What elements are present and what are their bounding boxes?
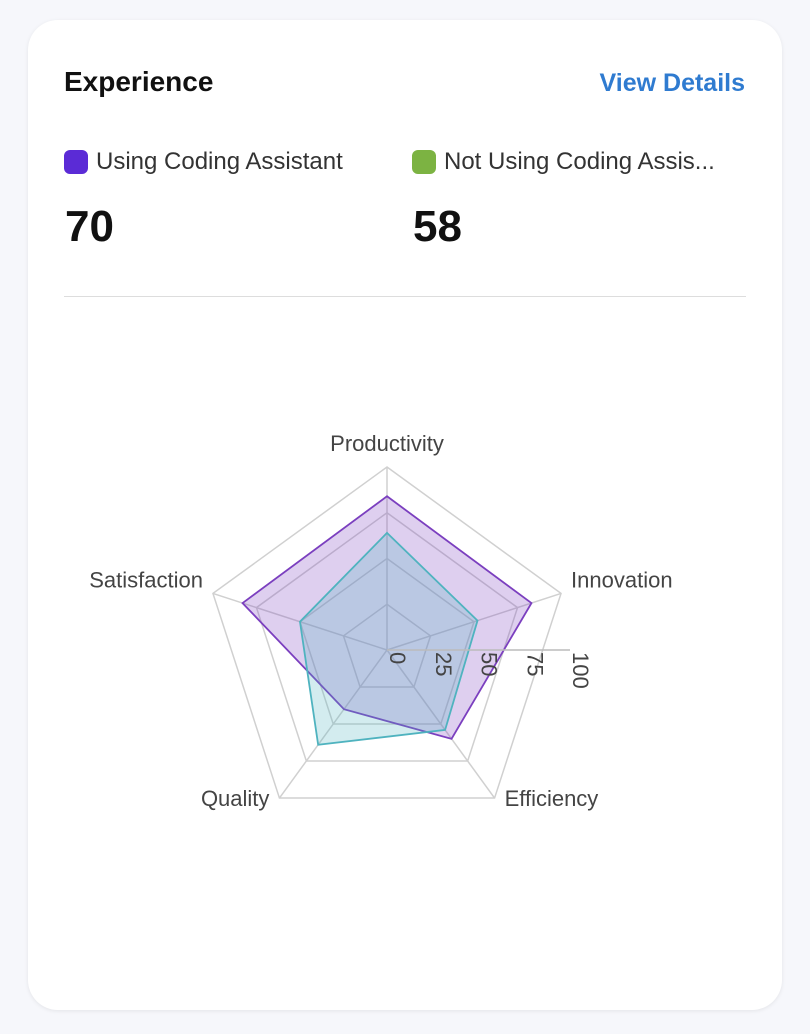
grid-ring <box>299 557 475 725</box>
legend-entry: Using Coding Assistant <box>64 148 343 176</box>
legend-label: Not Using Coding Assis... <box>444 148 715 175</box>
axis-label: Innovation <box>571 567 673 592</box>
radial-tick-label: 25 <box>431 652 456 676</box>
divider <box>64 296 746 297</box>
card: Experience View Details Using Coding Ass… <box>28 20 782 1010</box>
grid-spoke <box>278 649 388 799</box>
radial-tick-label: 75 <box>522 652 547 676</box>
series-area <box>241 495 533 740</box>
series-area <box>299 531 479 746</box>
grid-ring <box>255 511 519 762</box>
legend-entry: Not Using Coding Assis... <box>412 148 715 176</box>
radial-tick-label: 100 <box>568 652 593 689</box>
axis-label: Efficiency <box>505 786 599 811</box>
summary-value: 70 <box>65 202 114 251</box>
axis-label: Productivity <box>330 431 444 456</box>
axis-label: Quality <box>201 786 269 811</box>
radial-tick-label: 50 <box>477 652 502 676</box>
legend-swatch <box>412 150 436 174</box>
radial-tick-label: 0 <box>385 652 410 664</box>
card-title: Experience <box>64 66 214 97</box>
view-details-link[interactable]: View Details <box>599 69 745 97</box>
legend-swatch <box>64 150 88 174</box>
grid-ring <box>212 466 562 799</box>
grid-ring <box>342 603 432 688</box>
legend-label: Using Coding Assistant <box>96 148 343 175</box>
summary-value: 58 <box>413 202 462 251</box>
axis-label: Satisfaction <box>89 567 203 592</box>
grid-spoke <box>386 649 496 799</box>
